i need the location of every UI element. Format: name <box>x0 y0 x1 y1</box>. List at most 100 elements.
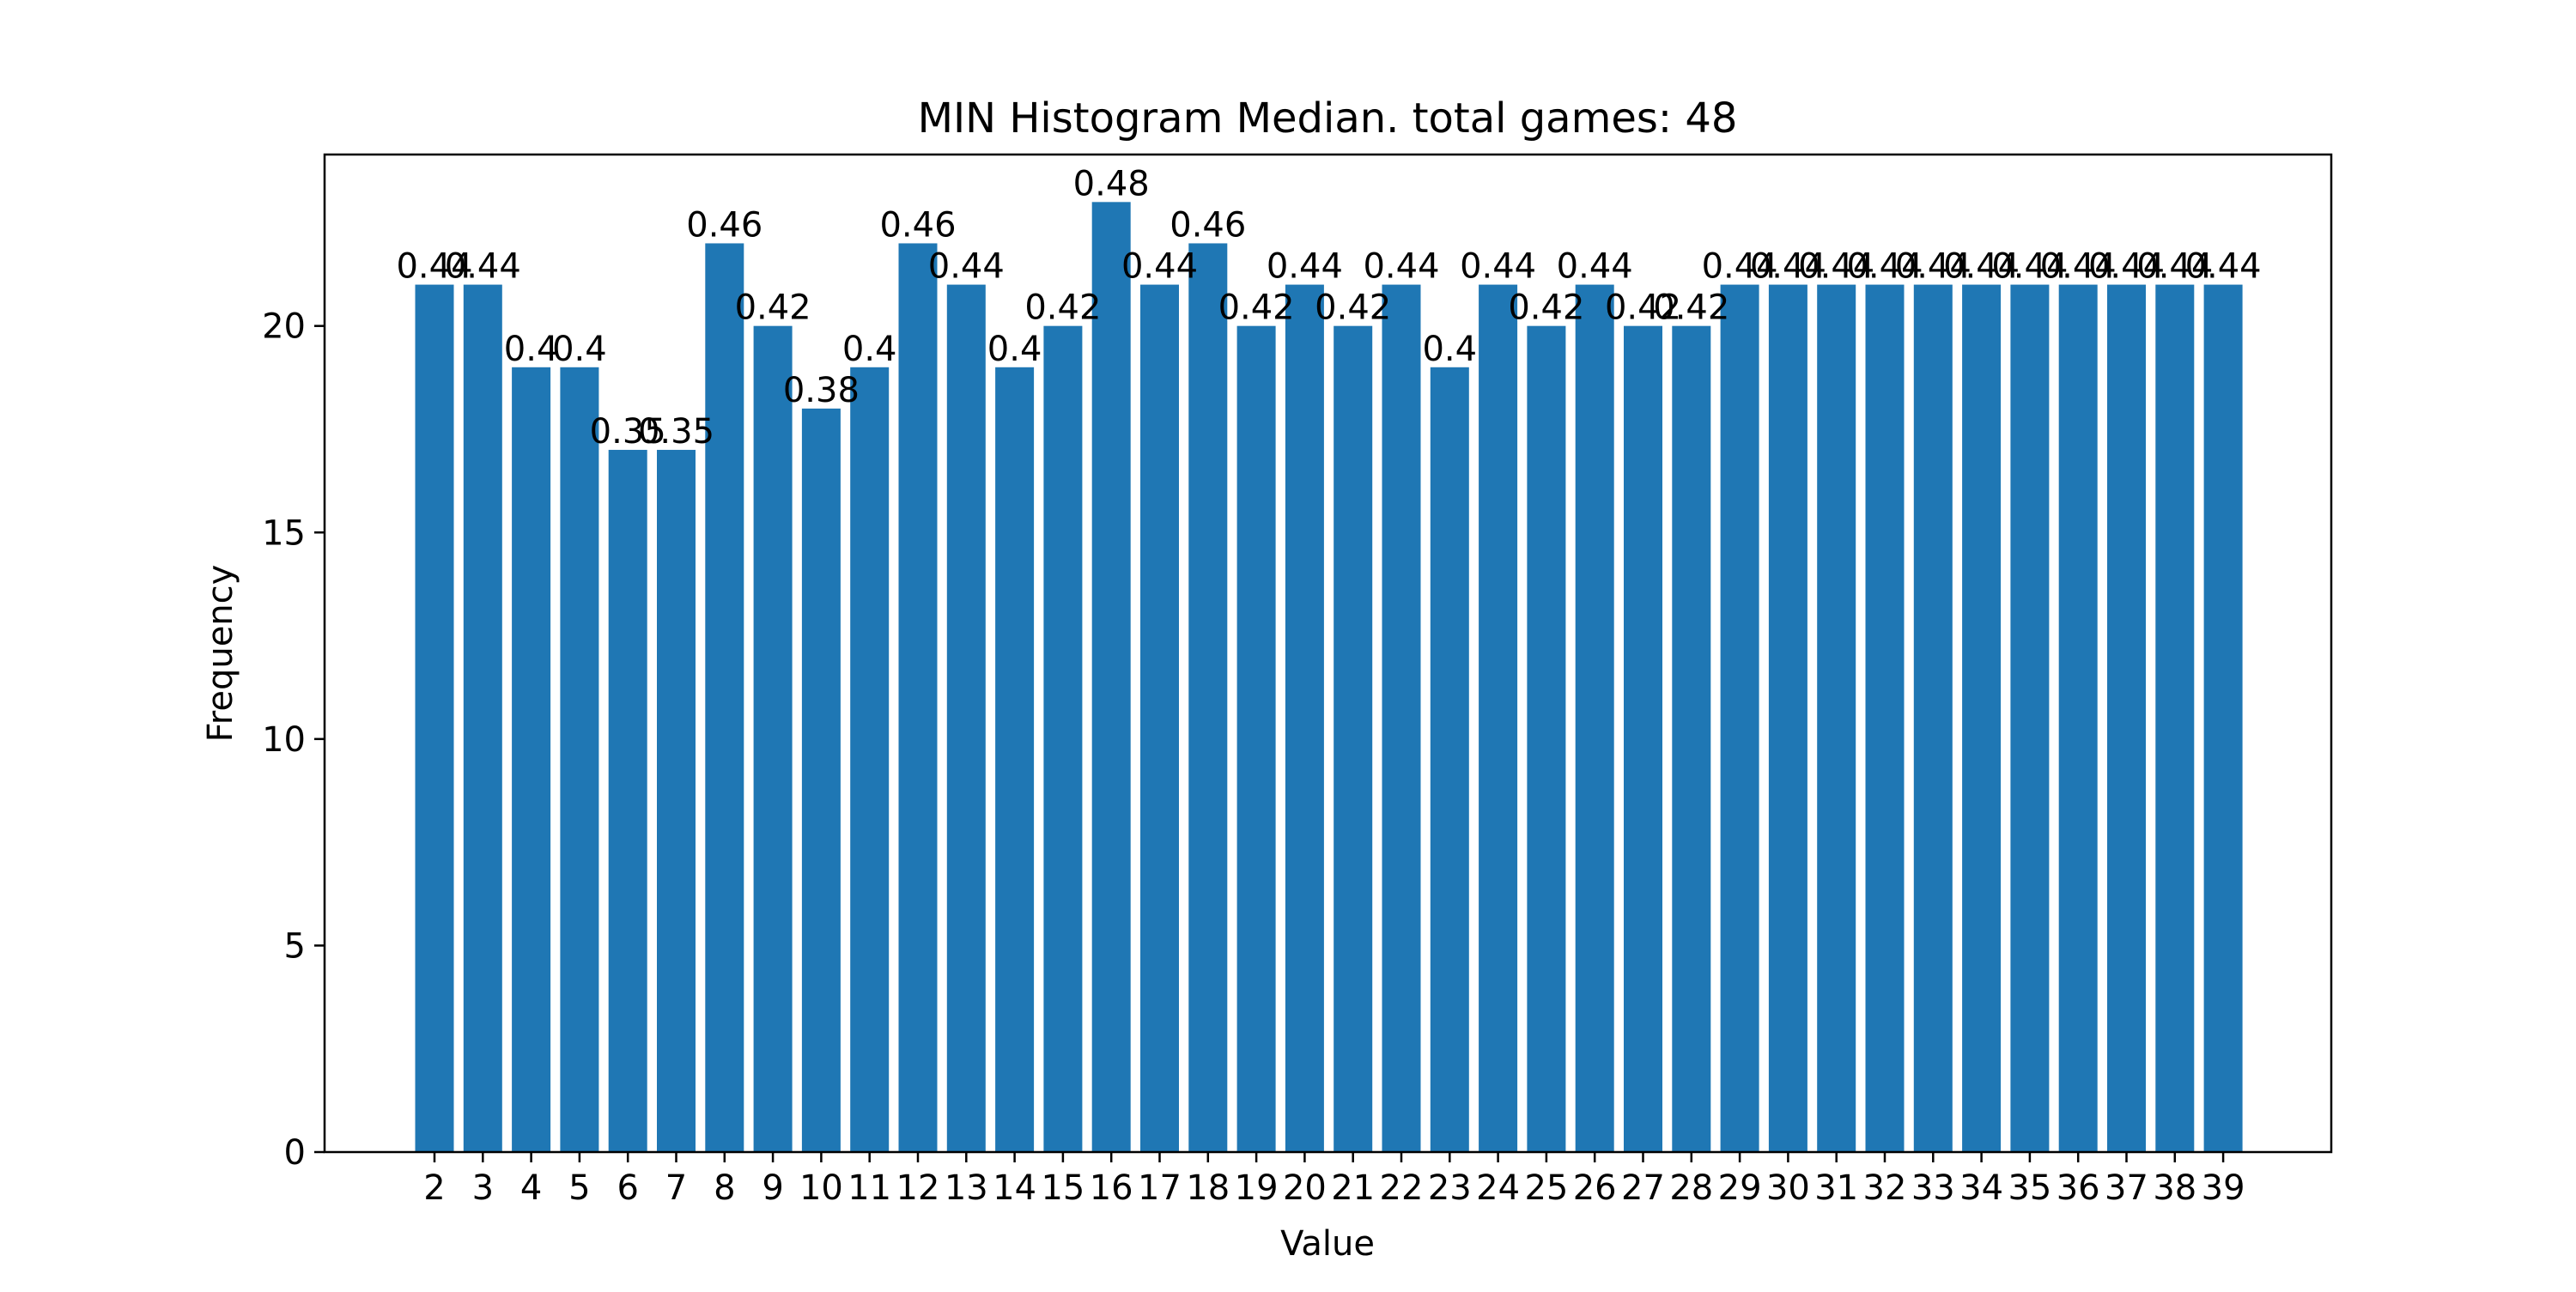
bar-value-label: 0.46 <box>686 205 762 245</box>
bar <box>1817 284 1856 1152</box>
x-tick-label: 27 <box>1621 1168 1665 1208</box>
bar <box>1575 284 1614 1152</box>
bar-value-label: 0.35 <box>590 412 666 452</box>
chart-title: MIN Histogram Median. total games: 48 <box>918 94 1738 143</box>
bar <box>1236 325 1276 1152</box>
bar-value-label: 0.44 <box>1363 247 1439 287</box>
x-tick-label: 22 <box>1380 1168 1424 1208</box>
bar-value-label: 0.44 <box>1750 247 1826 287</box>
bar <box>753 325 793 1152</box>
bar <box>1430 367 1469 1152</box>
x-tick-label: 36 <box>2057 1168 2100 1208</box>
bar <box>1913 284 1953 1152</box>
bar <box>1962 284 2002 1152</box>
bar <box>415 284 454 1152</box>
x-tick-label: 12 <box>896 1168 940 1208</box>
bar-value-label: 0.42 <box>1024 288 1101 328</box>
y-tick-label: 10 <box>262 720 306 760</box>
bar <box>2203 284 2243 1152</box>
bar <box>2010 284 2050 1152</box>
x-tick-label: 30 <box>1766 1168 1810 1208</box>
bar-value-label: 0.4 <box>842 330 897 369</box>
bar-value-label: 0.44 <box>1991 247 2068 287</box>
bar-value-label: 0.4 <box>1422 330 1477 369</box>
bar <box>1334 325 1373 1152</box>
bar-value-label: 0.44 <box>1557 247 1633 287</box>
bar <box>995 367 1035 1152</box>
bar <box>1527 325 1566 1152</box>
x-tick-label: 39 <box>2202 1168 2245 1208</box>
bar <box>2155 284 2195 1152</box>
bar <box>463 284 502 1152</box>
y-tick-label: 20 <box>262 307 306 347</box>
bar <box>850 367 890 1152</box>
bar <box>1865 284 1905 1152</box>
bar <box>1043 325 1083 1152</box>
x-tick-label: 32 <box>1863 1168 1907 1208</box>
bar-value-label: 0.44 <box>1895 247 1971 287</box>
bar-value-label: 0.44 <box>396 247 472 287</box>
x-tick-label: 17 <box>1138 1168 1182 1208</box>
x-tick-label: 5 <box>568 1168 590 1208</box>
bar-value-label: 0.44 <box>1460 247 1536 287</box>
bar <box>560 367 599 1152</box>
bar <box>1624 325 1662 1152</box>
bar <box>1285 284 1324 1152</box>
x-tick-label: 7 <box>665 1168 687 1208</box>
bar-value-label: 0.44 <box>1702 247 1778 287</box>
x-tick-label: 37 <box>2105 1168 2148 1208</box>
x-tick-label: 2 <box>423 1168 445 1208</box>
bar-value-label: 0.4 <box>552 330 607 369</box>
bar-value-label: 0.44 <box>1267 247 1343 287</box>
bar <box>1768 284 1807 1152</box>
x-tick-label: 28 <box>1669 1168 1713 1208</box>
bar-value-label: 0.44 <box>1943 247 2020 287</box>
x-tick-label: 20 <box>1283 1168 1327 1208</box>
x-tick-label: 29 <box>1718 1168 1762 1208</box>
y-axis: 0 5 10 15 20 <box>262 307 325 1173</box>
x-tick-label: 21 <box>1331 1168 1375 1208</box>
bar <box>608 450 647 1152</box>
x-tick-label: 35 <box>2008 1168 2051 1208</box>
x-tick-label: 4 <box>520 1168 542 1208</box>
x-tick-label: 34 <box>1959 1168 2003 1208</box>
x-tick-label: 26 <box>1573 1168 1617 1208</box>
x-tick-label: 19 <box>1235 1168 1279 1208</box>
bar <box>801 408 841 1152</box>
bar-value-label: 0.44 <box>2088 247 2165 287</box>
x-tick-label: 10 <box>799 1168 843 1208</box>
bar-value-label: 0.42 <box>1508 288 1584 328</box>
bar <box>2058 284 2098 1152</box>
bar-value-label: 0.44 <box>2185 247 2262 287</box>
bar-value-label: 0.46 <box>879 205 956 245</box>
bar-value-label: 0.48 <box>1073 164 1150 203</box>
bar-value-label: 0.46 <box>1170 205 1246 245</box>
bar <box>1382 284 1421 1152</box>
bar <box>705 243 744 1153</box>
x-tick-label: 15 <box>1041 1168 1084 1208</box>
x-tick-label: 25 <box>1524 1168 1568 1208</box>
x-tick-label: 38 <box>2153 1168 2196 1208</box>
bar-value-label: 0.42 <box>735 288 811 328</box>
bar-value-label: 0.38 <box>783 371 860 410</box>
x-axis: 2 3 4 5 6 7 8 9 10 11 12 13 14 15 16 17 18 19 20 21 22 23 24 25… <box>423 1152 2245 1208</box>
bar-value-label: 0.44 <box>1121 247 1198 287</box>
x-tick-label: 16 <box>1090 1168 1133 1208</box>
x-tick-label: 3 <box>472 1168 494 1208</box>
bar-value-label: 0.44 <box>1798 247 1874 287</box>
x-tick-label: 14 <box>993 1168 1036 1208</box>
bar <box>946 284 986 1152</box>
bar-value-label: 0.44 <box>928 247 1005 287</box>
x-axis-label: Value <box>1280 1224 1375 1264</box>
x-tick-label: 33 <box>1911 1168 1955 1208</box>
bar <box>512 367 551 1152</box>
x-tick-label: 9 <box>762 1168 783 1208</box>
bar <box>1140 284 1179 1152</box>
bar <box>1188 243 1228 1153</box>
x-tick-label: 24 <box>1476 1168 1520 1208</box>
x-tick-label: 13 <box>945 1168 988 1208</box>
bar-value-label: 0.44 <box>1846 247 1923 287</box>
plot-frame <box>323 153 2333 1154</box>
